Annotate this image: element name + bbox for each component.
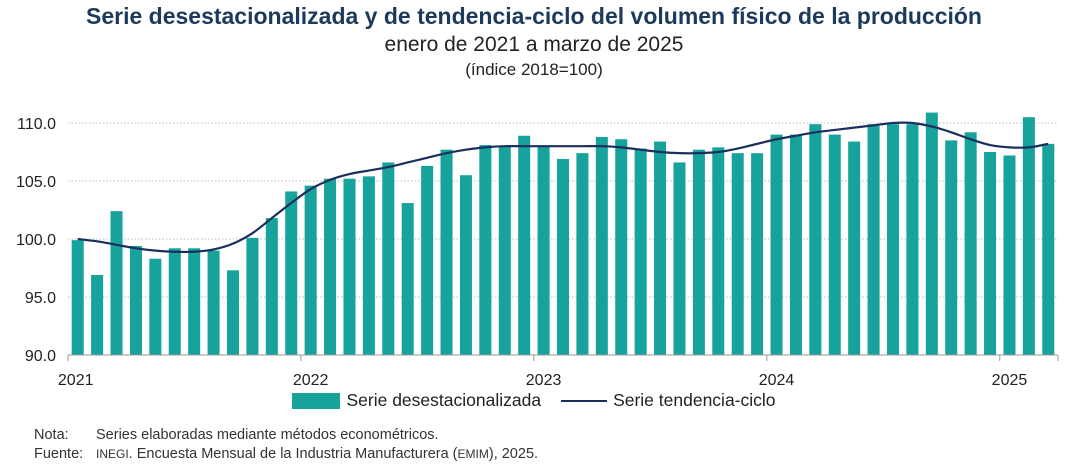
bar	[1022, 117, 1035, 355]
bar	[828, 134, 841, 355]
bar	[304, 185, 317, 355]
y-tick-label: 110.0	[17, 116, 56, 133]
source-org: INEGI	[96, 447, 129, 461]
bar	[226, 270, 240, 355]
bar	[576, 153, 589, 355]
y-tick-label: 95.0	[25, 290, 56, 307]
legend-swatch-line	[561, 399, 608, 402]
bar	[692, 149, 705, 355]
bar	[751, 153, 764, 355]
bar	[673, 162, 686, 355]
bar	[246, 237, 259, 355]
x-tick-label: 2022	[293, 372, 329, 389]
bar	[634, 148, 647, 355]
chart-area: 90.0 95.0 100.0 105.0 110.0 2021 2022 2023 2024 2…	[16, 112, 1059, 389]
bar	[110, 211, 123, 355]
note-line: Nota: Series elaboradas mediante métodos …	[34, 426, 538, 445]
bar	[867, 124, 880, 355]
chart-index-note: (índice 2018=100)	[465, 60, 603, 79]
bar	[188, 248, 201, 355]
bar	[809, 124, 822, 355]
x-tick-label: 2021	[58, 372, 94, 389]
source-abbr: EMIM	[457, 447, 489, 461]
bar	[362, 176, 375, 355]
bar	[285, 191, 298, 355]
bar	[537, 146, 550, 355]
legend-item-line: Serie tendencia-ciclo	[549, 390, 776, 411]
bar	[1042, 143, 1055, 355]
bar	[1003, 155, 1016, 355]
bar	[421, 165, 434, 355]
legend-label-line: Serie tendencia-ciclo	[613, 390, 776, 410]
bar	[984, 152, 997, 355]
bar	[712, 147, 725, 355]
source-end: ), 2025.	[488, 446, 539, 462]
y-tick-label: 105.0	[16, 174, 56, 191]
source-label: Fuente:	[34, 446, 84, 462]
bar	[770, 134, 783, 355]
note-text: Series elaboradas mediante métodos econo…	[96, 427, 439, 443]
chart-legend: Serie desestacionalizada Serie tendencia…	[0, 390, 1068, 411]
bar	[498, 146, 511, 355]
source-line: Fuente: INEGI. Encuesta Mensual de la Ind…	[34, 445, 538, 464]
bar	[382, 162, 395, 355]
bar	[654, 141, 667, 355]
bar	[518, 135, 531, 355]
legend-swatch-bars	[292, 392, 341, 409]
y-tick-label: 90.0	[25, 348, 56, 365]
bar	[556, 158, 570, 355]
chart-subtitle: enero de 2021 a marzo de 2025	[384, 33, 684, 56]
bar	[945, 140, 958, 355]
legend-item-bars: Serie desestacionalizada	[292, 390, 541, 411]
bar	[440, 149, 453, 355]
bar	[401, 203, 414, 355]
trend-line	[77, 121, 1049, 254]
bar	[459, 175, 472, 355]
bar	[149, 258, 162, 355]
bar	[615, 139, 628, 355]
bar	[324, 178, 337, 355]
x-tick-label: 2025	[992, 372, 1028, 389]
bar	[207, 250, 220, 355]
bar	[789, 134, 802, 355]
bar	[91, 274, 104, 355]
x-tick-label: 2024	[759, 372, 795, 389]
bar	[343, 178, 356, 355]
bar	[731, 153, 744, 355]
note-label: Nota:	[34, 427, 69, 443]
bar	[595, 136, 608, 355]
bar	[906, 124, 919, 355]
bar	[964, 132, 977, 355]
bar	[848, 141, 861, 355]
bar	[129, 245, 142, 355]
bar	[168, 248, 181, 355]
bar	[71, 240, 84, 355]
y-tick-label: 100.0	[16, 232, 56, 249]
bar	[886, 124, 900, 355]
bar	[925, 112, 938, 355]
chart-title: Serie desestacionalizada y de tendencia-…	[85, 3, 982, 29]
source-text: . Encuesta Mensual de la Industria Manuf…	[128, 446, 458, 462]
footnotes: Nota: Series elaboradas mediante métodos …	[34, 426, 538, 464]
bar	[479, 145, 492, 355]
bar	[265, 218, 278, 355]
legend-label-bars: Serie desestacionalizada	[346, 390, 542, 410]
x-tick-label: 2023	[526, 372, 562, 389]
